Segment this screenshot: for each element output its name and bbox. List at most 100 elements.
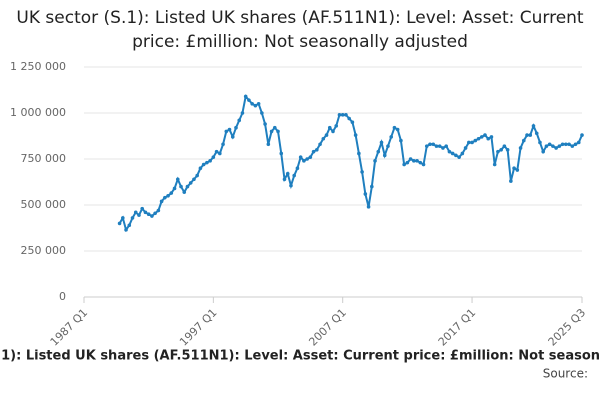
point [424, 144, 429, 148]
point [211, 155, 216, 159]
point [218, 151, 222, 156]
point [208, 159, 212, 163]
point [150, 214, 154, 218]
point [124, 228, 128, 232]
point [441, 146, 445, 150]
point [399, 138, 403, 143]
point [295, 166, 300, 170]
point [412, 159, 416, 163]
point [179, 184, 183, 189]
point [467, 140, 471, 145]
point [133, 210, 138, 215]
point [240, 111, 245, 115]
point [554, 146, 558, 150]
point [541, 149, 545, 154]
point [428, 142, 432, 147]
point [153, 211, 157, 216]
point [279, 151, 284, 156]
point [373, 159, 377, 163]
point [525, 133, 529, 137]
point [547, 142, 552, 147]
point [137, 213, 141, 217]
point [502, 144, 507, 148]
point [544, 144, 549, 148]
point [392, 125, 397, 130]
point [370, 184, 374, 189]
point [434, 144, 439, 148]
point [237, 118, 242, 123]
point [334, 124, 339, 128]
point [415, 159, 419, 163]
point [460, 151, 465, 156]
point [308, 155, 313, 159]
x-tick-label: 2017 Q1 [436, 306, 479, 349]
y-tick-label: 0 [59, 290, 66, 303]
point [457, 155, 461, 159]
point [140, 206, 145, 211]
point [376, 149, 381, 154]
point [454, 153, 458, 158]
point [531, 124, 536, 128]
point [250, 102, 254, 106]
point [395, 127, 400, 132]
point [534, 131, 539, 136]
point [431, 142, 436, 147]
point [321, 136, 326, 141]
point [201, 162, 206, 167]
point [521, 138, 526, 143]
x-tick-label: 2025 Q3 [546, 306, 589, 349]
point [509, 179, 513, 183]
point [473, 138, 478, 143]
y-tick-label: 1 250 000 [10, 60, 66, 73]
point [127, 223, 132, 228]
point [263, 122, 267, 126]
point [573, 142, 578, 147]
point [311, 149, 316, 154]
point [188, 181, 193, 185]
point [564, 142, 568, 147]
point [366, 205, 371, 209]
point [379, 140, 384, 145]
point [224, 129, 229, 134]
point [337, 113, 342, 117]
point [476, 136, 481, 141]
point [357, 151, 361, 156]
point [234, 125, 238, 130]
point [347, 116, 351, 121]
y-tick-label: 500 000 [21, 198, 67, 211]
point [302, 159, 306, 163]
point [305, 157, 309, 161]
point [266, 142, 271, 147]
point [402, 162, 406, 167]
chart-title: UK sector (S.1): Listed UK shares (AF.51… [16, 8, 584, 52]
point [205, 160, 209, 165]
point [444, 144, 448, 148]
point [256, 102, 261, 106]
point [512, 166, 516, 170]
point [292, 173, 296, 178]
point [470, 140, 474, 145]
point [172, 186, 177, 191]
point [567, 142, 571, 147]
point [515, 168, 520, 172]
point [253, 103, 258, 108]
y-tick-label: 250 000 [21, 244, 67, 257]
x-tick-label: 1997 Q1 [177, 306, 220, 349]
point [198, 166, 203, 170]
point [360, 170, 364, 174]
point [269, 129, 274, 134]
line [118, 94, 583, 233]
point [315, 148, 319, 152]
point [166, 194, 170, 198]
point [163, 195, 167, 200]
point [479, 135, 484, 139]
point [146, 212, 151, 216]
point [570, 144, 575, 148]
point [175, 177, 180, 182]
point [192, 177, 196, 182]
point [272, 125, 277, 130]
point [121, 216, 125, 220]
point [483, 133, 487, 137]
